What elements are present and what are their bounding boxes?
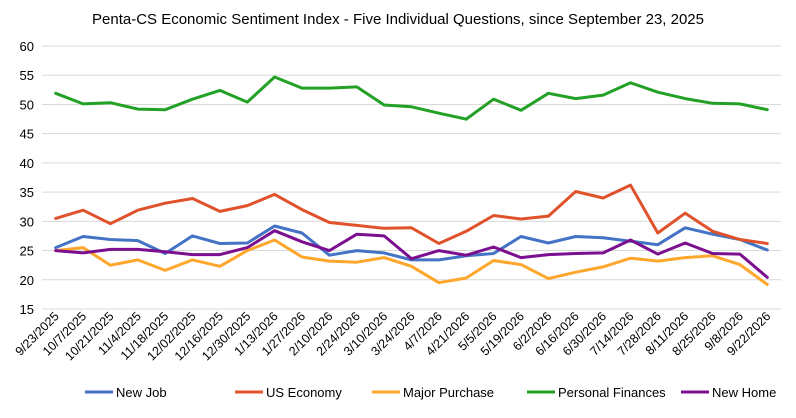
- legend-label: Major Purchase: [403, 385, 494, 400]
- chart-title: Penta-CS Economic Sentiment Index - Five…: [92, 11, 704, 28]
- series-line-personal-finances: [54, 75, 769, 121]
- y-tick-label: 40: [20, 156, 34, 171]
- series-line-us-economy: [54, 183, 769, 245]
- y-tick-label: 60: [20, 39, 34, 54]
- y-tick-label: 20: [20, 273, 34, 288]
- legend-label: US Economy: [266, 385, 342, 400]
- legend-label: Personal Finances: [558, 385, 666, 400]
- y-tick-label: 35: [20, 185, 34, 200]
- y-axis-ticks: 15 20 25 30 35 40 45 50 55 60: [20, 39, 34, 317]
- y-tick-label: 45: [20, 127, 34, 142]
- gridlines: [42, 45, 781, 310]
- y-tick-label: 55: [20, 68, 34, 83]
- x-axis-ticks: 9/23/202510/7/202510/21/202511/4/202511/…: [13, 309, 774, 363]
- legend-label: New Home: [712, 385, 776, 400]
- y-tick-label: 25: [20, 244, 34, 259]
- y-tick-label: 15: [20, 302, 34, 317]
- legend: New Job US Economy Major Purchase Personal …: [85, 385, 776, 400]
- series-line-major-purchase: [54, 238, 769, 286]
- y-tick-label: 50: [20, 97, 34, 112]
- legend-label: New Job: [116, 385, 167, 400]
- y-tick-label: 30: [20, 214, 34, 229]
- series-line-new-home: [54, 229, 769, 279]
- series-lines: [54, 75, 769, 286]
